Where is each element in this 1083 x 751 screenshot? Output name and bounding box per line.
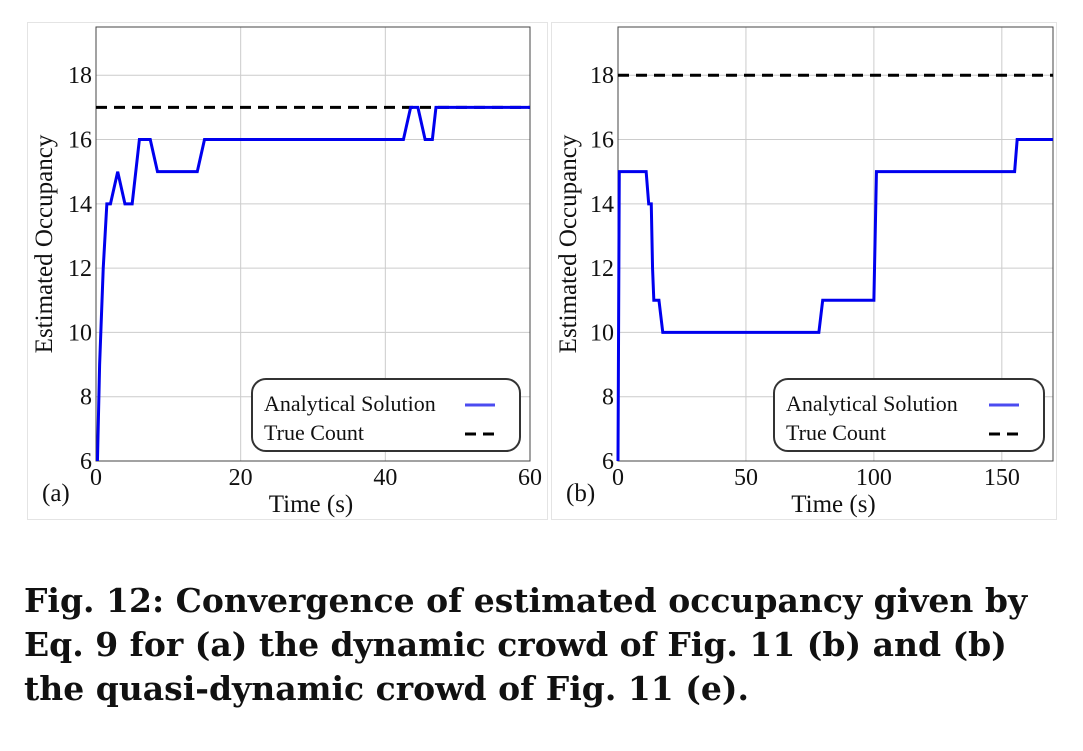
y-tick-label: 14 [590, 192, 614, 218]
x-axis-label: Time (s) [791, 491, 876, 518]
y-tick-label: 16 [68, 128, 92, 154]
plot-frame [95, 26, 531, 462]
y-tick-label: 6 [80, 449, 92, 475]
x-tick-label: 100 [856, 465, 892, 491]
x-tick-label: 50 [734, 465, 758, 491]
legend-label: Analytical Solution [786, 391, 958, 416]
y-tick-label: 14 [68, 192, 92, 218]
y-tick-label: 8 [80, 385, 92, 411]
y-tick-label: 16 [590, 128, 614, 154]
panel-b: 6 8 10 12 14 16 18 0 50 100 150 Time (s) Estimated O… [551, 22, 1057, 520]
y-tick-label: 18 [68, 63, 92, 89]
x-axis-label: Time (s) [269, 491, 354, 518]
analytical-solution-line [616, 138, 1053, 462]
x-tick-label: 0 [612, 465, 624, 491]
x-tick-label: 60 [518, 465, 542, 491]
x-tick-label: 40 [373, 465, 397, 491]
x-tick-label: 0 [90, 465, 102, 491]
y-tick-label: 12 [590, 256, 614, 282]
x-tick-label: 150 [984, 465, 1020, 491]
y-tick-label: 18 [590, 63, 614, 89]
y-axis-label: Estimated Occupancy [555, 134, 582, 353]
panel-a: 6 8 10 12 14 16 18 0 20 40 60 Time (s) Estimated Occ… [27, 22, 548, 520]
y-axis-label: Estimated Occupancy [31, 134, 58, 353]
x-tick-label: 20 [229, 465, 253, 491]
panel-label: (a) [42, 480, 70, 507]
legend-label: True Count [264, 420, 364, 445]
figure-caption: Fig. 12: Convergence of estimated occupa… [24, 581, 1028, 708]
chart-b: 6 8 10 12 14 16 18 0 50 100 150 Time (s) Estimated O… [555, 26, 1054, 518]
legend-label: True Count [786, 420, 886, 445]
chart-a: 6 8 10 12 14 16 18 0 20 40 60 Time (s) Estimated Occ… [31, 26, 542, 518]
y-tick-label: 8 [602, 385, 614, 411]
panel-label: (b) [566, 480, 595, 507]
legend-label: Analytical Solution [264, 391, 436, 416]
legend-box [773, 378, 1045, 452]
y-tick-label: 10 [68, 320, 92, 346]
y-tick-label: 6 [602, 449, 614, 475]
analytical-solution-line [95, 105, 530, 462]
legend-box [251, 378, 521, 452]
y-tick-label: 10 [590, 320, 614, 346]
y-tick-label: 12 [68, 256, 92, 282]
